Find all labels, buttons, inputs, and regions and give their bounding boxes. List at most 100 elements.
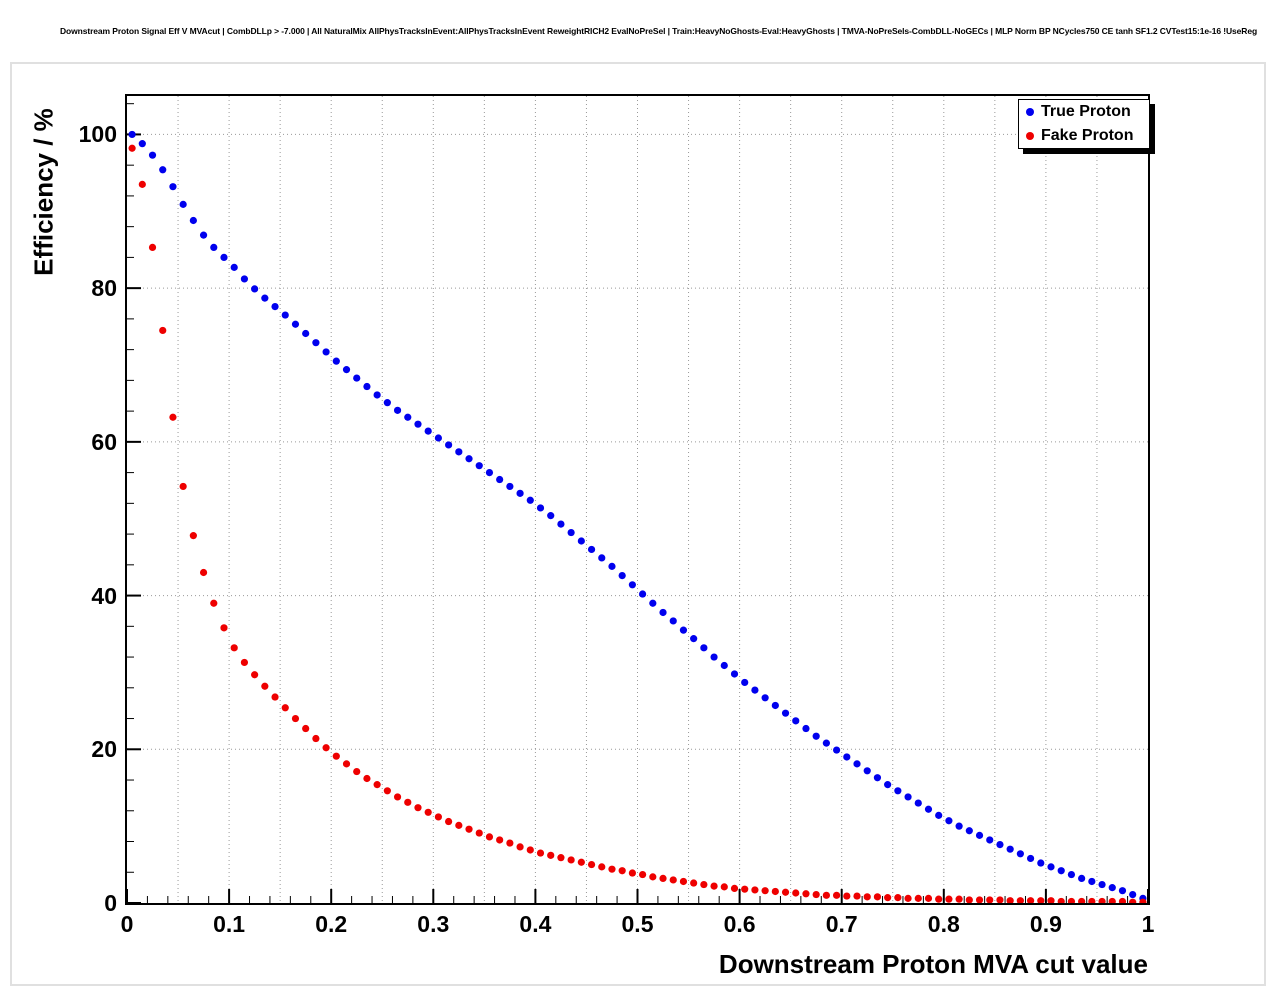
data-point xyxy=(465,455,473,463)
x-tick-label: 0.3 xyxy=(417,911,450,937)
data-point xyxy=(884,894,892,902)
data-point xyxy=(853,892,861,900)
data-point xyxy=(148,151,157,159)
data-point xyxy=(608,562,616,570)
y-tick-label: 40 xyxy=(91,582,117,609)
data-point xyxy=(455,821,463,829)
data-point xyxy=(1108,884,1116,892)
data-point xyxy=(363,774,371,783)
data-point xyxy=(710,653,718,661)
data-point xyxy=(251,285,259,293)
data-point xyxy=(781,709,790,717)
data-point xyxy=(832,746,841,754)
data-point xyxy=(618,571,626,580)
data-point xyxy=(1057,897,1065,903)
data-point xyxy=(986,836,994,844)
data-point xyxy=(1129,898,1137,903)
data-point xyxy=(690,879,698,887)
data-point xyxy=(169,183,177,191)
data-point xyxy=(179,482,187,491)
data-point xyxy=(424,808,432,816)
data-point xyxy=(414,420,422,428)
data-point xyxy=(679,877,688,886)
data-point xyxy=(863,893,871,901)
data-point xyxy=(281,704,289,712)
data-point xyxy=(751,886,759,894)
data-point xyxy=(230,644,238,652)
data-point xyxy=(1098,880,1106,889)
x-tick-label: 0.9 xyxy=(1029,911,1062,937)
data-point xyxy=(761,694,769,702)
data-point xyxy=(802,890,810,898)
data-point xyxy=(404,413,412,421)
data-point xyxy=(945,817,953,825)
data-point xyxy=(485,833,494,841)
data-point xyxy=(904,793,912,801)
data-point xyxy=(924,894,933,902)
data-point xyxy=(649,873,657,881)
x-tick-label: 1 xyxy=(1141,911,1155,937)
data-point xyxy=(393,793,402,801)
data-point xyxy=(1016,897,1024,903)
data-point xyxy=(700,644,708,652)
data-point xyxy=(598,863,606,871)
data-point xyxy=(853,760,861,768)
scatter-plot xyxy=(127,96,1148,903)
plot-title: Downstream Proton Signal Eff V MVAcut | … xyxy=(60,26,1258,36)
data-point xyxy=(434,434,443,442)
data-point xyxy=(261,682,269,690)
data-point xyxy=(587,545,596,554)
data-point xyxy=(567,528,575,537)
data-point xyxy=(322,744,330,752)
data-point xyxy=(496,836,504,844)
data-point xyxy=(475,829,483,837)
data-point xyxy=(1037,859,1045,867)
data-point xyxy=(271,693,279,701)
data-point xyxy=(516,843,524,851)
y-tick-label: 80 xyxy=(91,275,117,302)
data-point xyxy=(526,846,534,854)
data-point xyxy=(628,581,636,589)
data-point xyxy=(924,805,933,813)
data-point xyxy=(189,532,197,540)
data-point xyxy=(975,831,984,839)
data-point xyxy=(771,887,779,896)
data-point xyxy=(322,348,330,356)
data-point xyxy=(873,774,882,782)
data-point xyxy=(526,496,534,504)
data-point xyxy=(598,554,606,562)
data-point xyxy=(669,876,677,884)
data-point xyxy=(199,231,208,239)
data-point xyxy=(761,887,769,895)
data-point xyxy=(414,804,422,812)
data-point xyxy=(822,891,830,899)
data-point xyxy=(210,599,218,607)
data-point xyxy=(577,858,585,866)
data-point xyxy=(659,874,667,883)
data-point xyxy=(1078,874,1086,883)
legend-item-true-proton: True Proton xyxy=(1019,100,1149,124)
data-point xyxy=(159,326,167,335)
data-point xyxy=(567,856,575,864)
x-tick-label: 0.1 xyxy=(213,911,246,937)
data-point xyxy=(618,867,626,875)
data-point xyxy=(679,626,688,634)
data-point xyxy=(628,869,636,877)
x-tick-label: 0.5 xyxy=(621,911,654,937)
data-point xyxy=(169,413,177,421)
data-point xyxy=(802,724,810,733)
y-tick-label: 20 xyxy=(91,736,117,763)
data-point xyxy=(199,568,208,577)
data-point xyxy=(445,441,453,449)
data-point xyxy=(271,302,279,311)
data-point xyxy=(1006,845,1014,853)
data-point xyxy=(210,243,218,252)
true-proton-marker-icon xyxy=(1026,108,1034,116)
data-point xyxy=(659,608,667,617)
data-point xyxy=(935,895,943,903)
data-point xyxy=(812,890,820,899)
data-point xyxy=(1078,897,1086,903)
data-point xyxy=(843,753,851,761)
data-point xyxy=(557,520,565,528)
